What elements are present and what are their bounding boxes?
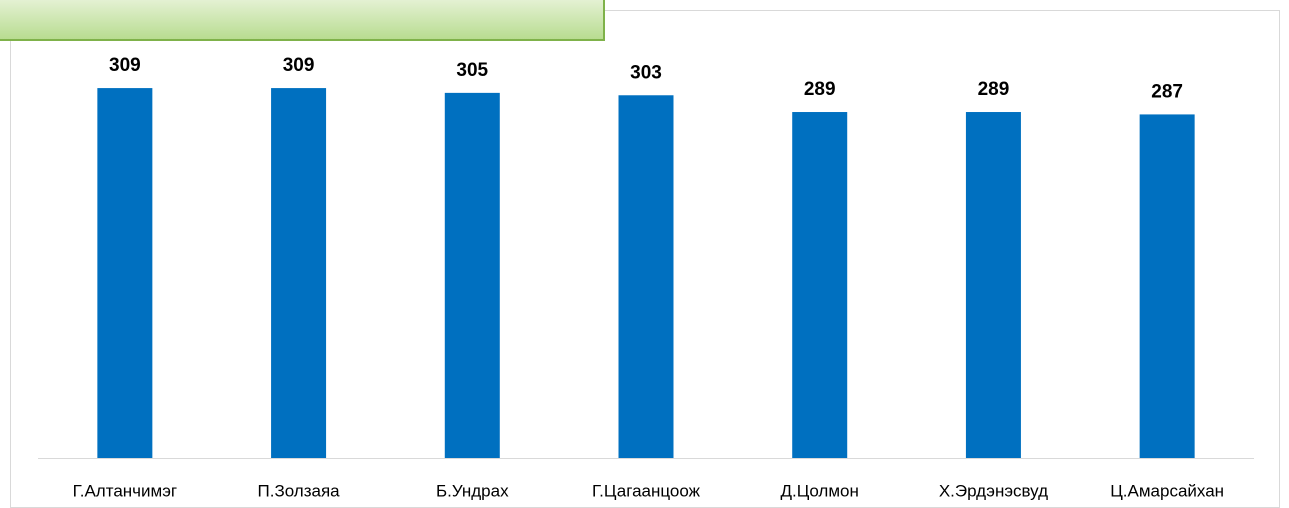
x-tick-label: Б.Ундрах xyxy=(436,481,509,500)
bar xyxy=(444,92,500,458)
x-tick-label: Ц.Амарсайхан xyxy=(1110,481,1224,500)
x-tick-label: П.Золзаяа xyxy=(258,481,341,500)
data-label: 305 xyxy=(456,60,488,81)
bar xyxy=(965,112,1021,459)
bar xyxy=(618,95,674,458)
bar xyxy=(271,88,327,458)
data-label: 303 xyxy=(630,62,662,83)
x-tick-label: Д.Цолмон xyxy=(781,481,859,500)
data-label: 289 xyxy=(978,79,1010,100)
title-box xyxy=(0,0,605,41)
data-label: 309 xyxy=(109,55,141,76)
bar xyxy=(97,88,153,458)
x-tick-label: Х.Эрдэнэсвуд xyxy=(939,481,1048,500)
data-label: 289 xyxy=(804,79,836,100)
bar xyxy=(792,112,848,459)
bar xyxy=(1139,114,1195,459)
data-label: 309 xyxy=(283,55,315,76)
x-tick-label: Г.Алтанчимэг xyxy=(73,481,177,500)
x-tick-label: Г.Цагаанцоож xyxy=(592,481,701,500)
data-label: 287 xyxy=(1151,81,1183,102)
